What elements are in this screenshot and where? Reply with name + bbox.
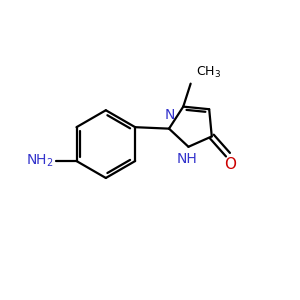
Text: CH$_3$: CH$_3$ (196, 65, 221, 80)
Text: N: N (164, 108, 175, 122)
Text: NH$_2$: NH$_2$ (26, 152, 53, 169)
Text: NH: NH (177, 152, 197, 166)
Text: O: O (224, 157, 236, 172)
